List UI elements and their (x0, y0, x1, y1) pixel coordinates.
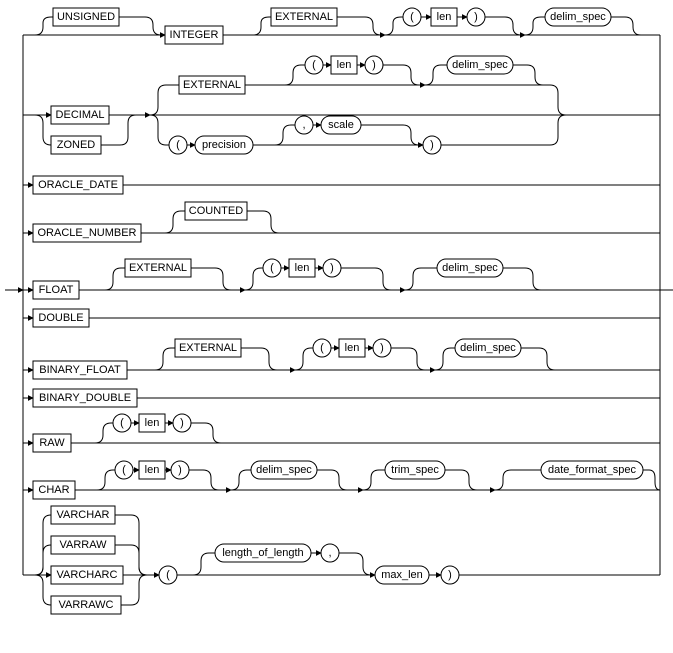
svg-text:,: , (328, 547, 331, 559)
svg-text:trim_spec: trim_spec (391, 464, 439, 476)
svg-text:): ) (372, 59, 376, 71)
svg-text:): ) (448, 569, 452, 581)
svg-text:len: len (345, 342, 360, 354)
svg-text:(: ( (410, 11, 414, 23)
external2-label: EXTERNAL (183, 79, 241, 91)
svg-text:(: ( (312, 59, 316, 71)
svg-text:(: ( (320, 342, 324, 354)
svg-text:(: ( (166, 569, 170, 581)
svg-text:(: ( (120, 417, 124, 429)
svg-text:CHAR: CHAR (38, 484, 69, 496)
svg-text:): ) (178, 464, 182, 476)
unsigned-label: UNSIGNED (57, 11, 115, 23)
svg-text:ORACLE_DATE: ORACLE_DATE (38, 179, 118, 191)
svg-text:delim_spec: delim_spec (442, 262, 498, 274)
svg-text:DOUBLE: DOUBLE (38, 312, 83, 324)
syntax-diagram: UNSIGNED INTEGER EXTERNAL ( len ) delim_… (5, 5, 673, 648)
svg-text:date_format_spec: date_format_spec (548, 464, 637, 476)
delimspec1-label: delim_spec (550, 11, 606, 23)
svg-text:): ) (330, 262, 334, 274)
integer-label: INTEGER (170, 29, 219, 41)
len1-label: len (437, 11, 452, 23)
zoned-label: ZONED (57, 139, 96, 151)
svg-text:,: , (302, 119, 305, 131)
svg-text:scale: scale (328, 119, 354, 131)
svg-text:delim_spec: delim_spec (460, 342, 516, 354)
svg-text:VARCHARC: VARCHARC (57, 569, 118, 581)
svg-text:len: len (145, 464, 160, 476)
svg-text:delim_spec: delim_spec (256, 464, 312, 476)
svg-text:): ) (430, 139, 434, 151)
svg-text:len: len (145, 417, 160, 429)
svg-text:(: ( (122, 464, 126, 476)
svg-text:COUNTED: COUNTED (189, 205, 243, 217)
svg-text:BINARY_DOUBLE: BINARY_DOUBLE (39, 392, 131, 404)
svg-text:): ) (474, 11, 478, 23)
svg-text:(: ( (270, 262, 274, 274)
svg-text:ORACLE_NUMBER: ORACLE_NUMBER (37, 227, 136, 239)
svg-text:EXTERNAL: EXTERNAL (179, 342, 237, 354)
svg-text:max_len: max_len (381, 569, 423, 581)
svg-text:): ) (380, 342, 384, 354)
external1-label: EXTERNAL (275, 11, 333, 23)
svg-text:VARCHAR: VARCHAR (57, 509, 110, 521)
svg-text:VARRAW: VARRAW (59, 539, 107, 551)
svg-text:): ) (180, 417, 184, 429)
svg-text:(: ( (176, 139, 180, 151)
svg-text:RAW: RAW (39, 437, 65, 449)
svg-text:len: len (295, 262, 310, 274)
svg-text:VARRAWC: VARRAWC (59, 599, 114, 611)
svg-text:length_of_length: length_of_length (222, 547, 303, 559)
svg-text:delim_spec: delim_spec (452, 59, 508, 71)
svg-text:precision: precision (202, 139, 246, 151)
svg-text:EXTERNAL: EXTERNAL (129, 262, 187, 274)
svg-text:len: len (337, 59, 352, 71)
svg-text:FLOAT: FLOAT (39, 284, 74, 296)
decimal-label: DECIMAL (56, 109, 105, 121)
svg-text:BINARY_FLOAT: BINARY_FLOAT (39, 364, 121, 376)
